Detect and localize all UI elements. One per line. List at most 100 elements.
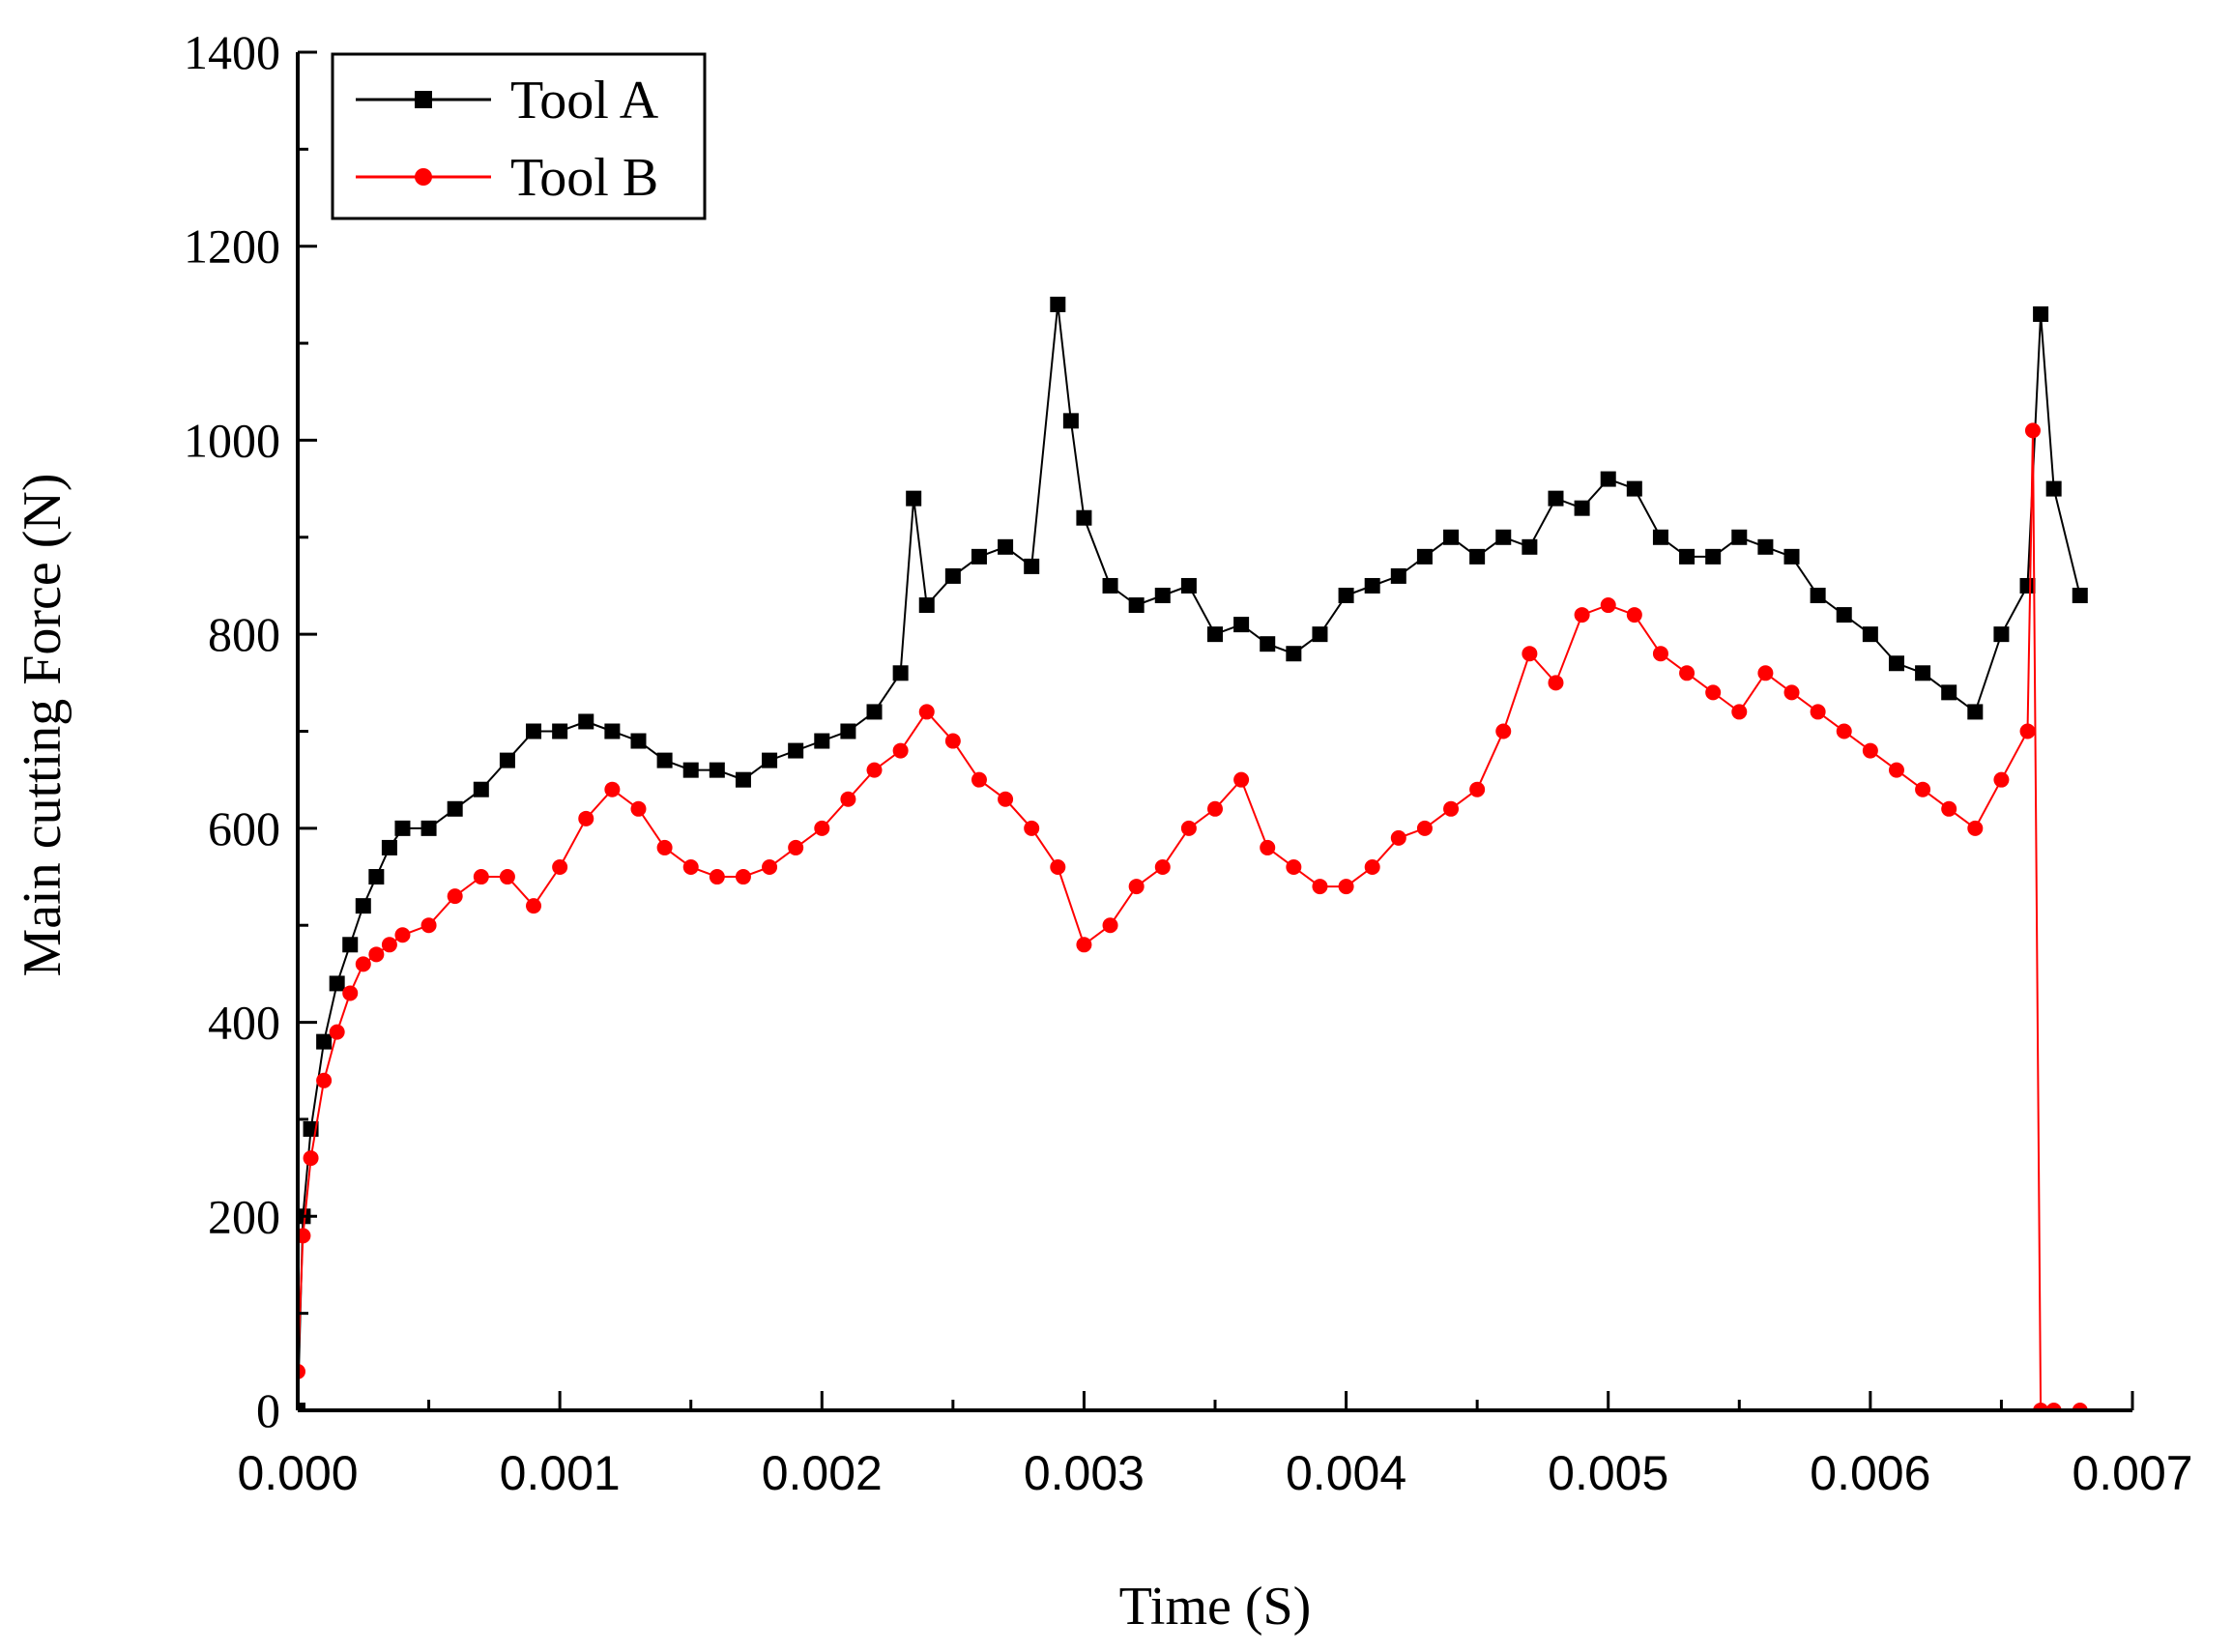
data-point-tool-b	[762, 859, 778, 875]
data-point-tool-a	[526, 723, 542, 739]
data-point-tool-a	[342, 937, 359, 953]
x-tick-label: 0.002	[762, 1446, 883, 1500]
y-tick-label: 1200	[184, 219, 280, 274]
data-point-tool-b	[316, 1072, 333, 1088]
data-point-tool-b	[604, 781, 621, 797]
data-point-tool-b	[1941, 800, 1957, 817]
data-point-tool-a	[420, 820, 437, 836]
data-point-tool-b	[814, 820, 830, 836]
data-point-tool-a	[2045, 480, 2062, 497]
data-point-tool-b	[1652, 646, 1668, 662]
data-point-tool-b	[1757, 665, 1774, 681]
data-point-tool-b	[1862, 742, 1878, 759]
data-point-tool-b	[1286, 859, 1302, 875]
data-point-tool-a	[892, 665, 909, 681]
data-point-tool-b	[1783, 684, 1800, 701]
data-point-tool-b	[1836, 723, 1852, 739]
data-point-tool-a	[1705, 548, 1722, 565]
legend-label-tool-a: Tool A	[510, 71, 659, 130]
data-point-tool-a	[2019, 577, 2036, 594]
data-point-tool-a	[630, 733, 647, 749]
data-point-tool-a	[578, 713, 594, 730]
legend-marker-tool-a	[415, 91, 432, 108]
data-point-tool-a	[2072, 588, 2088, 603]
data-point-tool-a	[1469, 548, 1486, 565]
data-point-tool-b	[1416, 820, 1433, 836]
y-tick-label: 1000	[184, 413, 280, 467]
data-point-tool-a	[1286, 646, 1302, 662]
data-point-tool-b	[342, 985, 359, 1001]
data-point-tool-b	[578, 810, 594, 826]
data-point-tool-a	[1154, 588, 1171, 603]
data-point-tool-b	[1364, 859, 1380, 875]
data-point-tool-a	[1364, 577, 1380, 594]
data-point-tool-a	[1050, 296, 1066, 312]
x-tick-label: 0.005	[1548, 1446, 1668, 1500]
data-point-tool-b	[1338, 879, 1354, 895]
data-point-tool-b	[447, 888, 463, 905]
data-point-tool-b	[1076, 937, 1092, 953]
data-point-tool-a	[918, 597, 935, 614]
data-point-tool-b	[1180, 820, 1197, 836]
series-tool-b	[298, 422, 2088, 1410]
data-point-tool-b	[329, 1024, 345, 1040]
data-point-tool-a	[316, 1033, 333, 1050]
data-point-tool-a	[1548, 490, 1564, 507]
legend: Tool A Tool B	[331, 52, 707, 220]
data-point-tool-a	[709, 762, 725, 778]
data-point-tool-b	[630, 800, 647, 817]
legend-marker-tool-b	[415, 168, 432, 186]
y-tick-label: 1400	[184, 25, 280, 79]
data-point-tool-b	[656, 839, 673, 855]
data-point-tool-b	[394, 927, 411, 943]
data-point-tool-a	[1731, 529, 1748, 545]
data-point-tool-b	[2019, 723, 2036, 739]
y-tick-label: 400	[208, 996, 280, 1050]
data-point-tool-a	[1836, 607, 1852, 623]
series-line-tool-b	[298, 430, 2080, 1410]
data-point-tool-a	[552, 723, 568, 739]
data-point-tool-b	[1888, 762, 1904, 778]
data-point-tool-b	[709, 869, 725, 885]
data-point-tool-b	[298, 1228, 311, 1244]
data-point-tool-a	[814, 733, 830, 749]
data-point-tool-b	[1102, 917, 1118, 934]
data-point-tool-b	[1312, 879, 1328, 895]
data-point-tool-b	[1128, 879, 1145, 895]
series-layer	[298, 296, 2088, 1410]
data-point-tool-a	[1862, 626, 1878, 643]
data-point-tool-a	[473, 781, 489, 797]
data-point-tool-b	[1207, 800, 1223, 817]
data-point-tool-a	[788, 742, 804, 759]
data-point-tool-a	[840, 723, 856, 739]
data-point-tool-b	[971, 771, 987, 788]
data-point-tool-a	[735, 771, 751, 788]
data-point-tool-a	[1102, 577, 1118, 594]
data-point-tool-b	[2024, 422, 2041, 439]
data-point-tool-b	[1574, 607, 1590, 623]
data-point-tool-b	[1443, 800, 1460, 817]
data-point-tool-a	[499, 752, 515, 768]
data-point-tool-b	[1495, 723, 1512, 739]
ticks-layer: 0 200 400 600 800 1000 1200 1400 0.000 0.001 0.002…	[184, 25, 2193, 1500]
data-point-tool-b	[944, 733, 961, 749]
data-point-tool-a	[1993, 626, 2010, 643]
data-point-tool-a	[1312, 626, 1328, 643]
data-point-tool-b	[1469, 781, 1486, 797]
x-tick-label: 0.006	[1810, 1446, 1930, 1500]
data-point-tool-a	[1024, 558, 1040, 574]
data-point-tool-b	[1522, 646, 1538, 662]
data-point-tool-a	[906, 490, 922, 507]
data-point-tool-b	[1626, 607, 1642, 623]
data-point-tool-a	[1967, 704, 1984, 720]
data-point-tool-a	[329, 975, 345, 992]
data-point-tool-a	[1888, 655, 1904, 672]
data-point-tool-b	[368, 946, 385, 963]
data-point-tool-a	[2033, 305, 2049, 322]
data-point-tool-a	[1574, 500, 1590, 516]
data-point-tool-b	[1967, 820, 1984, 836]
data-point-tool-b	[1679, 665, 1696, 681]
data-point-tool-a	[1522, 538, 1538, 555]
data-point-tool-a	[604, 723, 621, 739]
